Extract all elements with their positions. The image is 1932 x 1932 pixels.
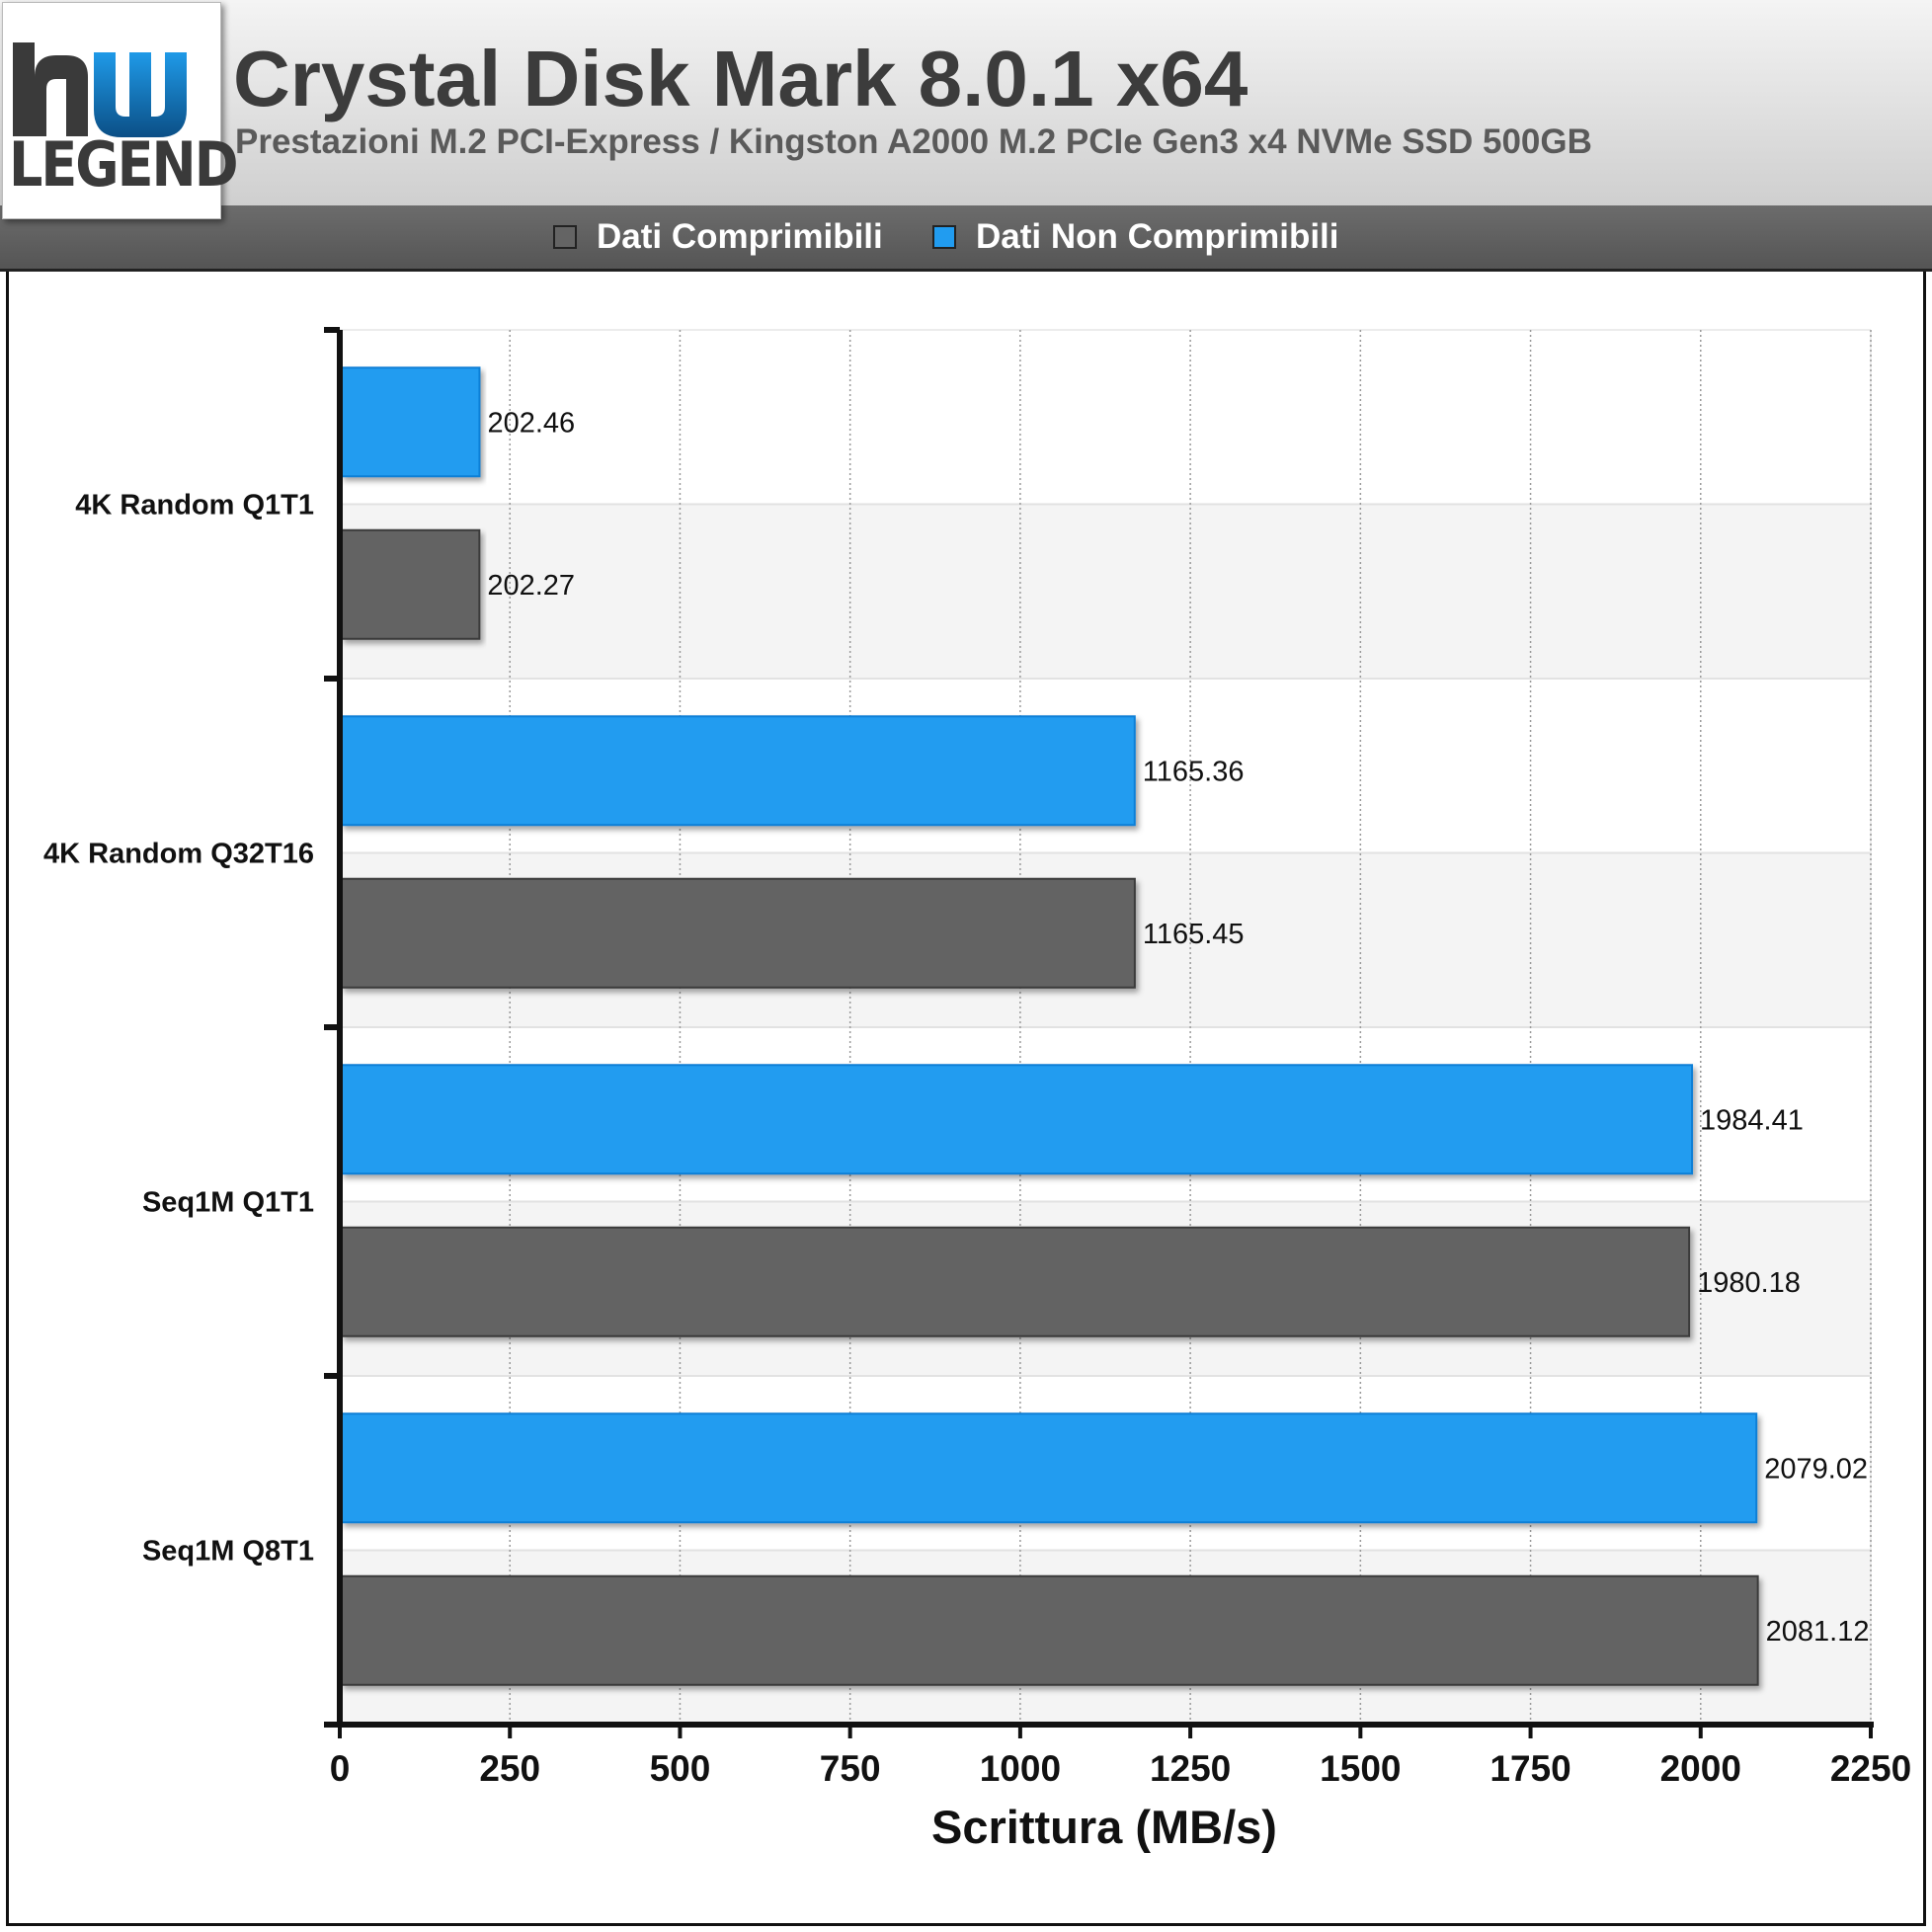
x-tick-label: 1000: [980, 1748, 1061, 1789]
bar-compressible: [341, 1574, 1759, 1686]
bar-incompressible: [341, 1064, 1694, 1175]
bar-incompressible: [341, 366, 481, 478]
x-tick-label: 250: [479, 1748, 540, 1789]
legend-label-compressible: Dati Comprimibili: [597, 217, 883, 256]
x-tick-label: 750: [820, 1748, 881, 1789]
category-label: 4K Random Q32T16: [43, 839, 314, 870]
bar-value-label: 1165.45: [1143, 919, 1245, 950]
band-lower: [340, 504, 1871, 679]
legend-item-incompressible: Dati Non Comprimibili: [932, 205, 1339, 269]
category-label: 4K Random Q1T1: [75, 490, 314, 522]
x-tick-label: 2000: [1660, 1748, 1741, 1789]
bar-compressible: [341, 1226, 1691, 1337]
x-axis-title: Scrittura (MB/s): [931, 1801, 1277, 1853]
bar-value-label: 2081.12: [1766, 1616, 1870, 1648]
x-tick-label: 2250: [1830, 1748, 1911, 1789]
x-tick-label: 1500: [1320, 1748, 1401, 1789]
category-label: Seq1M Q8T1: [142, 1536, 314, 1568]
hwlegend-logo: LEGEND: [2, 2, 239, 219]
category-label: Seq1M Q1T1: [142, 1187, 314, 1219]
x-tick-label: 0: [330, 1748, 351, 1789]
legend-item-compressible: Dati Comprimibili: [553, 205, 883, 269]
bar-compressible: [341, 877, 1136, 989]
bar-value-label: 1980.18: [1697, 1267, 1801, 1299]
bar-value-label: 1984.41: [1700, 1104, 1804, 1136]
bar-incompressible: [341, 1412, 1758, 1524]
bar-value-label: 202.27: [487, 570, 575, 602]
band-upper: [340, 330, 1871, 505]
logo-text: LEGEND: [9, 128, 239, 201]
legend-swatch-compressible: [553, 225, 577, 249]
chart-title: Crystal Disk Mark 8.0.1 x64: [233, 35, 1248, 122]
x-tick-label: 500: [650, 1748, 711, 1789]
legend-label-incompressible: Dati Non Comprimibili: [976, 217, 1339, 256]
logo-mark-icon: [13, 42, 187, 137]
bar-value-label: 202.46: [487, 407, 575, 439]
chart-subtitle: Prestazioni M.2 PCI-Express / Kingston A…: [235, 122, 1592, 161]
chart-header: [0, 0, 1932, 207]
bar-value-label: 2079.02: [1764, 1453, 1868, 1485]
x-tick-label: 1250: [1150, 1748, 1231, 1789]
bar-value-label: 1165.36: [1143, 756, 1245, 787]
bar-compressible: [341, 528, 481, 640]
x-tick-label: 1750: [1489, 1748, 1570, 1789]
bar-incompressible: [341, 715, 1136, 827]
legend-bar: Dati Comprimibili Dati Non Comprimibili: [0, 205, 1932, 272]
legend-swatch-incompressible: [932, 225, 956, 249]
